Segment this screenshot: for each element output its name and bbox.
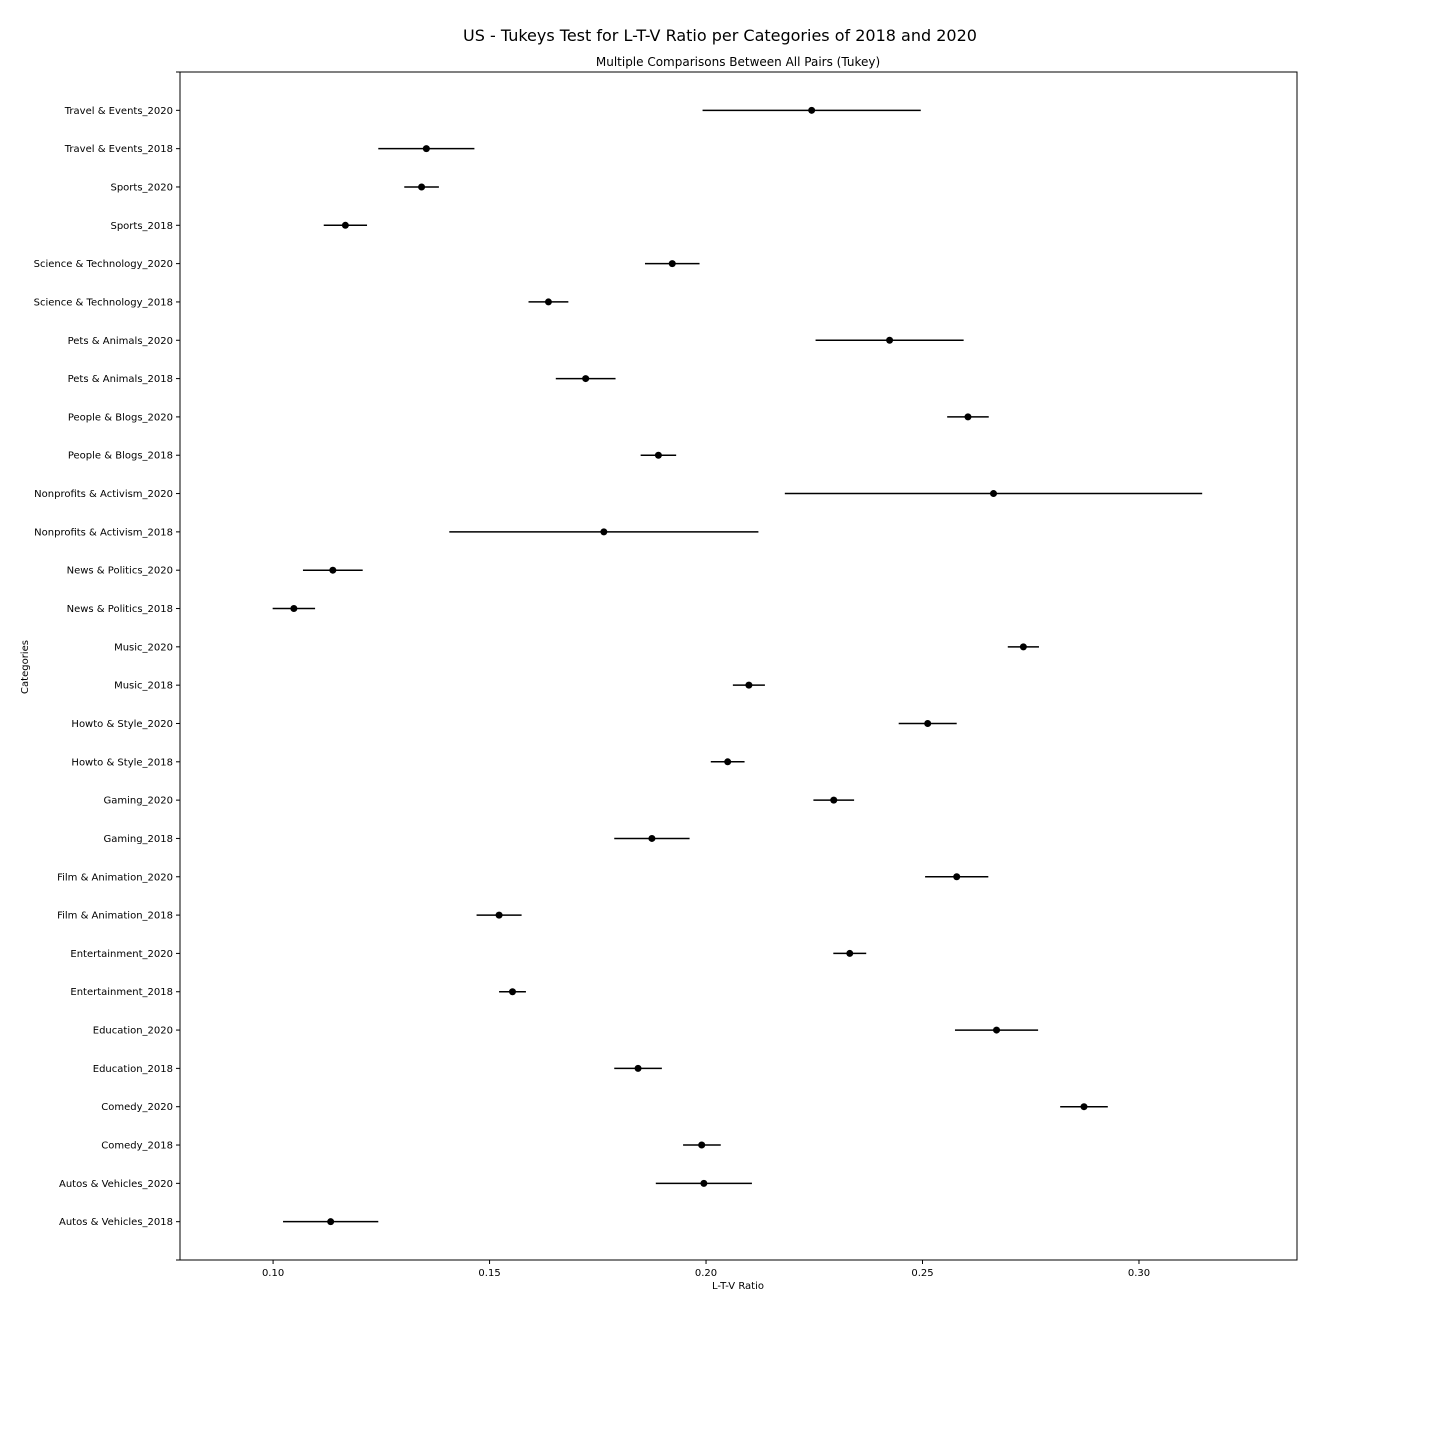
mean-point [327, 1218, 335, 1226]
y-tick-label: Entertainment_2018 [70, 987, 173, 998]
x-tick-label: 0.30 [1128, 1268, 1150, 1279]
mean-point [600, 528, 608, 536]
y-tick-label: Education_2018 [93, 1064, 173, 1075]
mean-points [290, 106, 1088, 1226]
y-tick-label: News & Politics_2020 [67, 566, 173, 577]
x-tick-label: 0.25 [911, 1268, 933, 1279]
mean-point [830, 796, 838, 804]
y-tick-label: Comedy_2018 [101, 1141, 173, 1152]
y-axis-label: Categories [20, 640, 31, 694]
y-tick-label: Autos & Vehicles_2020 [59, 1179, 173, 1190]
y-tick-label: Education_2020 [93, 1026, 173, 1037]
mean-point [846, 949, 854, 957]
y-tick-label: Music_2018 [114, 681, 173, 692]
mean-point [290, 605, 298, 613]
plot-frame [179, 71, 1298, 1261]
y-tick-label: Comedy_2020 [101, 1102, 173, 1113]
y-tick-label: Sports_2018 [110, 221, 173, 232]
y-tick-label: Pets & Animals_2020 [68, 336, 173, 347]
mean-point [495, 911, 503, 919]
y-tick-label: Music_2020 [114, 642, 173, 653]
y-tick-label: Science & Technology_2018 [34, 297, 173, 308]
y-tick-label: Film & Animation_2018 [57, 911, 173, 922]
mean-point [1019, 643, 1027, 651]
y-tick-label: Film & Animation_2020 [57, 872, 173, 883]
mean-point [808, 106, 816, 114]
y-tick-label: Sports_2020 [110, 182, 173, 193]
mean-point [964, 413, 972, 421]
y-tick-label: Howto & Style_2018 [71, 757, 173, 768]
y-tick-label: Science & Technology_2020 [34, 259, 173, 270]
mean-point [654, 451, 662, 459]
mean-point [422, 145, 430, 153]
mean-point [886, 336, 894, 344]
mean-point [648, 834, 656, 842]
x-tick-label: 0.20 [695, 1268, 717, 1279]
mean-point [634, 1064, 642, 1072]
y-tick-label: Pets & Animals_2018 [68, 374, 173, 385]
mean-point [329, 566, 337, 574]
y-tick-label: News & Politics_2018 [67, 604, 173, 615]
y-tick-label: Gaming_2018 [103, 834, 173, 845]
mean-point [341, 221, 349, 229]
mean-point [418, 183, 426, 191]
y-tick-label: People & Blogs_2018 [68, 451, 173, 462]
mean-point [724, 758, 732, 766]
y-axis: Autos & Vehicles_2018 Autos & Vehicles_20… [34, 71, 180, 1261]
y-tick-label: Travel & Events_2018 [64, 144, 173, 155]
y-tick-label: Nonprofits & Activism_2020 [34, 489, 173, 500]
mean-point [990, 490, 998, 498]
mean-point [745, 681, 753, 689]
mean-point [698, 1141, 706, 1149]
x-tick-label: 0.10 [262, 1268, 284, 1279]
mean-point [924, 719, 932, 727]
figure-suptitle: US - Tukeys Test for L-T-V Ratio per Cat… [463, 26, 977, 45]
y-tick-label: Gaming_2020 [103, 796, 173, 807]
mean-point [993, 1026, 1001, 1034]
mean-point [1080, 1103, 1088, 1111]
y-tick-label: Travel & Events_2020 [64, 106, 173, 117]
x-axis-label: L-T-V Ratio [712, 1281, 764, 1292]
y-tick-label: People & Blogs_2020 [68, 412, 173, 423]
y-tick-label: Howto & Style_2020 [71, 719, 173, 730]
x-axis: 0.10 0.15 0.20 0.25 0.30 [262, 1260, 1150, 1279]
x-tick-label: 0.15 [478, 1268, 500, 1279]
axes-title: Multiple Comparisons Between All Pairs (… [596, 55, 880, 69]
y-tick-label: Autos & Vehicles_2018 [59, 1217, 173, 1228]
y-tick-label: Entertainment_2020 [70, 949, 173, 960]
y-tick-label: Nonprofits & Activism_2018 [34, 527, 173, 538]
mean-point [700, 1179, 708, 1187]
mean-point [953, 873, 961, 881]
mean-point [509, 988, 517, 996]
mean-point [668, 260, 676, 268]
mean-point [544, 298, 552, 306]
mean-point [582, 375, 590, 383]
